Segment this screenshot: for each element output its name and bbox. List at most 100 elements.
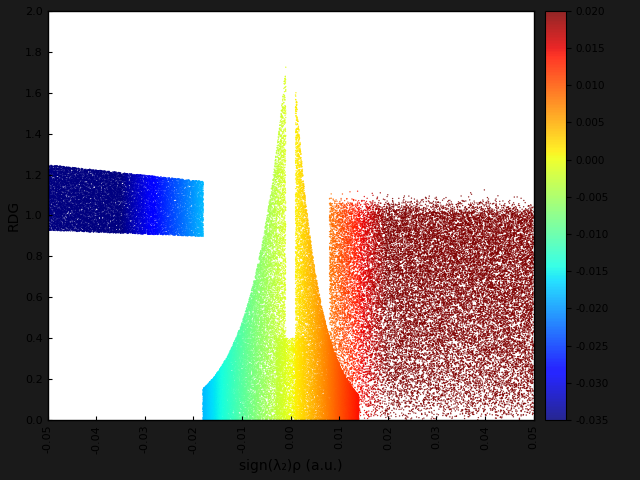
Point [182, 199, 192, 207]
Point [250, 409, 260, 417]
Point [245, 396, 255, 403]
Point [45, 189, 56, 197]
Point [264, 383, 275, 391]
Point [318, 348, 328, 356]
Point [330, 374, 340, 382]
Point [342, 394, 353, 401]
Point [305, 306, 315, 314]
Point [241, 406, 252, 414]
Point [138, 199, 148, 207]
Point [87, 175, 97, 182]
Point [274, 364, 284, 372]
Point [342, 275, 352, 283]
Point [340, 414, 350, 422]
Point [98, 205, 108, 213]
Point [204, 390, 214, 397]
Point [74, 224, 84, 232]
Point [67, 187, 77, 195]
Point [383, 210, 393, 217]
Point [154, 223, 164, 231]
Point [335, 208, 345, 216]
Point [265, 250, 275, 258]
Point [337, 401, 348, 408]
Point [56, 167, 66, 175]
Point [206, 402, 216, 410]
Point [85, 200, 95, 208]
Point [255, 372, 266, 380]
Point [316, 391, 326, 398]
Point [493, 401, 504, 409]
Point [295, 260, 305, 267]
Point [50, 172, 60, 180]
Point [488, 236, 498, 244]
Point [307, 246, 317, 254]
Point [473, 224, 483, 232]
Point [255, 261, 266, 268]
Point [272, 370, 282, 377]
Point [276, 346, 287, 353]
Point [92, 188, 102, 196]
Point [488, 299, 498, 307]
Point [120, 222, 130, 230]
Point [259, 391, 269, 398]
Point [365, 299, 376, 307]
Point [328, 346, 339, 354]
Point [346, 410, 356, 418]
Point [311, 289, 321, 297]
Point [124, 194, 134, 202]
Point [109, 193, 120, 201]
Point [126, 176, 136, 183]
Point [527, 276, 537, 283]
Point [411, 317, 421, 324]
Point [321, 362, 332, 370]
Point [475, 261, 485, 269]
Point [329, 392, 339, 400]
Point [337, 409, 348, 417]
Point [94, 220, 104, 228]
Point [515, 401, 525, 408]
Point [255, 283, 265, 290]
Point [204, 410, 214, 418]
Point [319, 343, 329, 351]
Point [259, 350, 269, 358]
Point [97, 204, 107, 212]
Point [265, 223, 275, 231]
Point [374, 238, 385, 245]
Point [372, 394, 382, 401]
Point [46, 180, 56, 187]
Point [277, 295, 287, 303]
Point [502, 321, 513, 328]
Point [236, 330, 246, 338]
Point [112, 169, 122, 177]
Point [109, 174, 119, 182]
Point [269, 390, 280, 397]
Point [328, 355, 338, 362]
Point [327, 366, 337, 373]
Point [211, 383, 221, 391]
Point [344, 390, 354, 398]
Point [318, 376, 328, 384]
Point [486, 312, 497, 319]
Point [136, 197, 147, 204]
Point [469, 236, 479, 243]
Point [287, 385, 298, 393]
Point [313, 336, 323, 343]
Point [99, 211, 109, 218]
Point [271, 414, 282, 421]
Point [256, 346, 266, 354]
Point [366, 259, 376, 267]
Point [143, 191, 154, 199]
Point [232, 344, 242, 352]
Point [234, 346, 244, 353]
Point [324, 381, 335, 389]
Point [492, 208, 502, 216]
Point [102, 171, 112, 179]
Point [291, 263, 301, 271]
Point [335, 382, 346, 389]
Point [339, 280, 349, 288]
Point [304, 370, 314, 377]
Point [374, 386, 384, 394]
Point [375, 333, 385, 341]
Point [243, 343, 253, 351]
Point [351, 398, 361, 406]
